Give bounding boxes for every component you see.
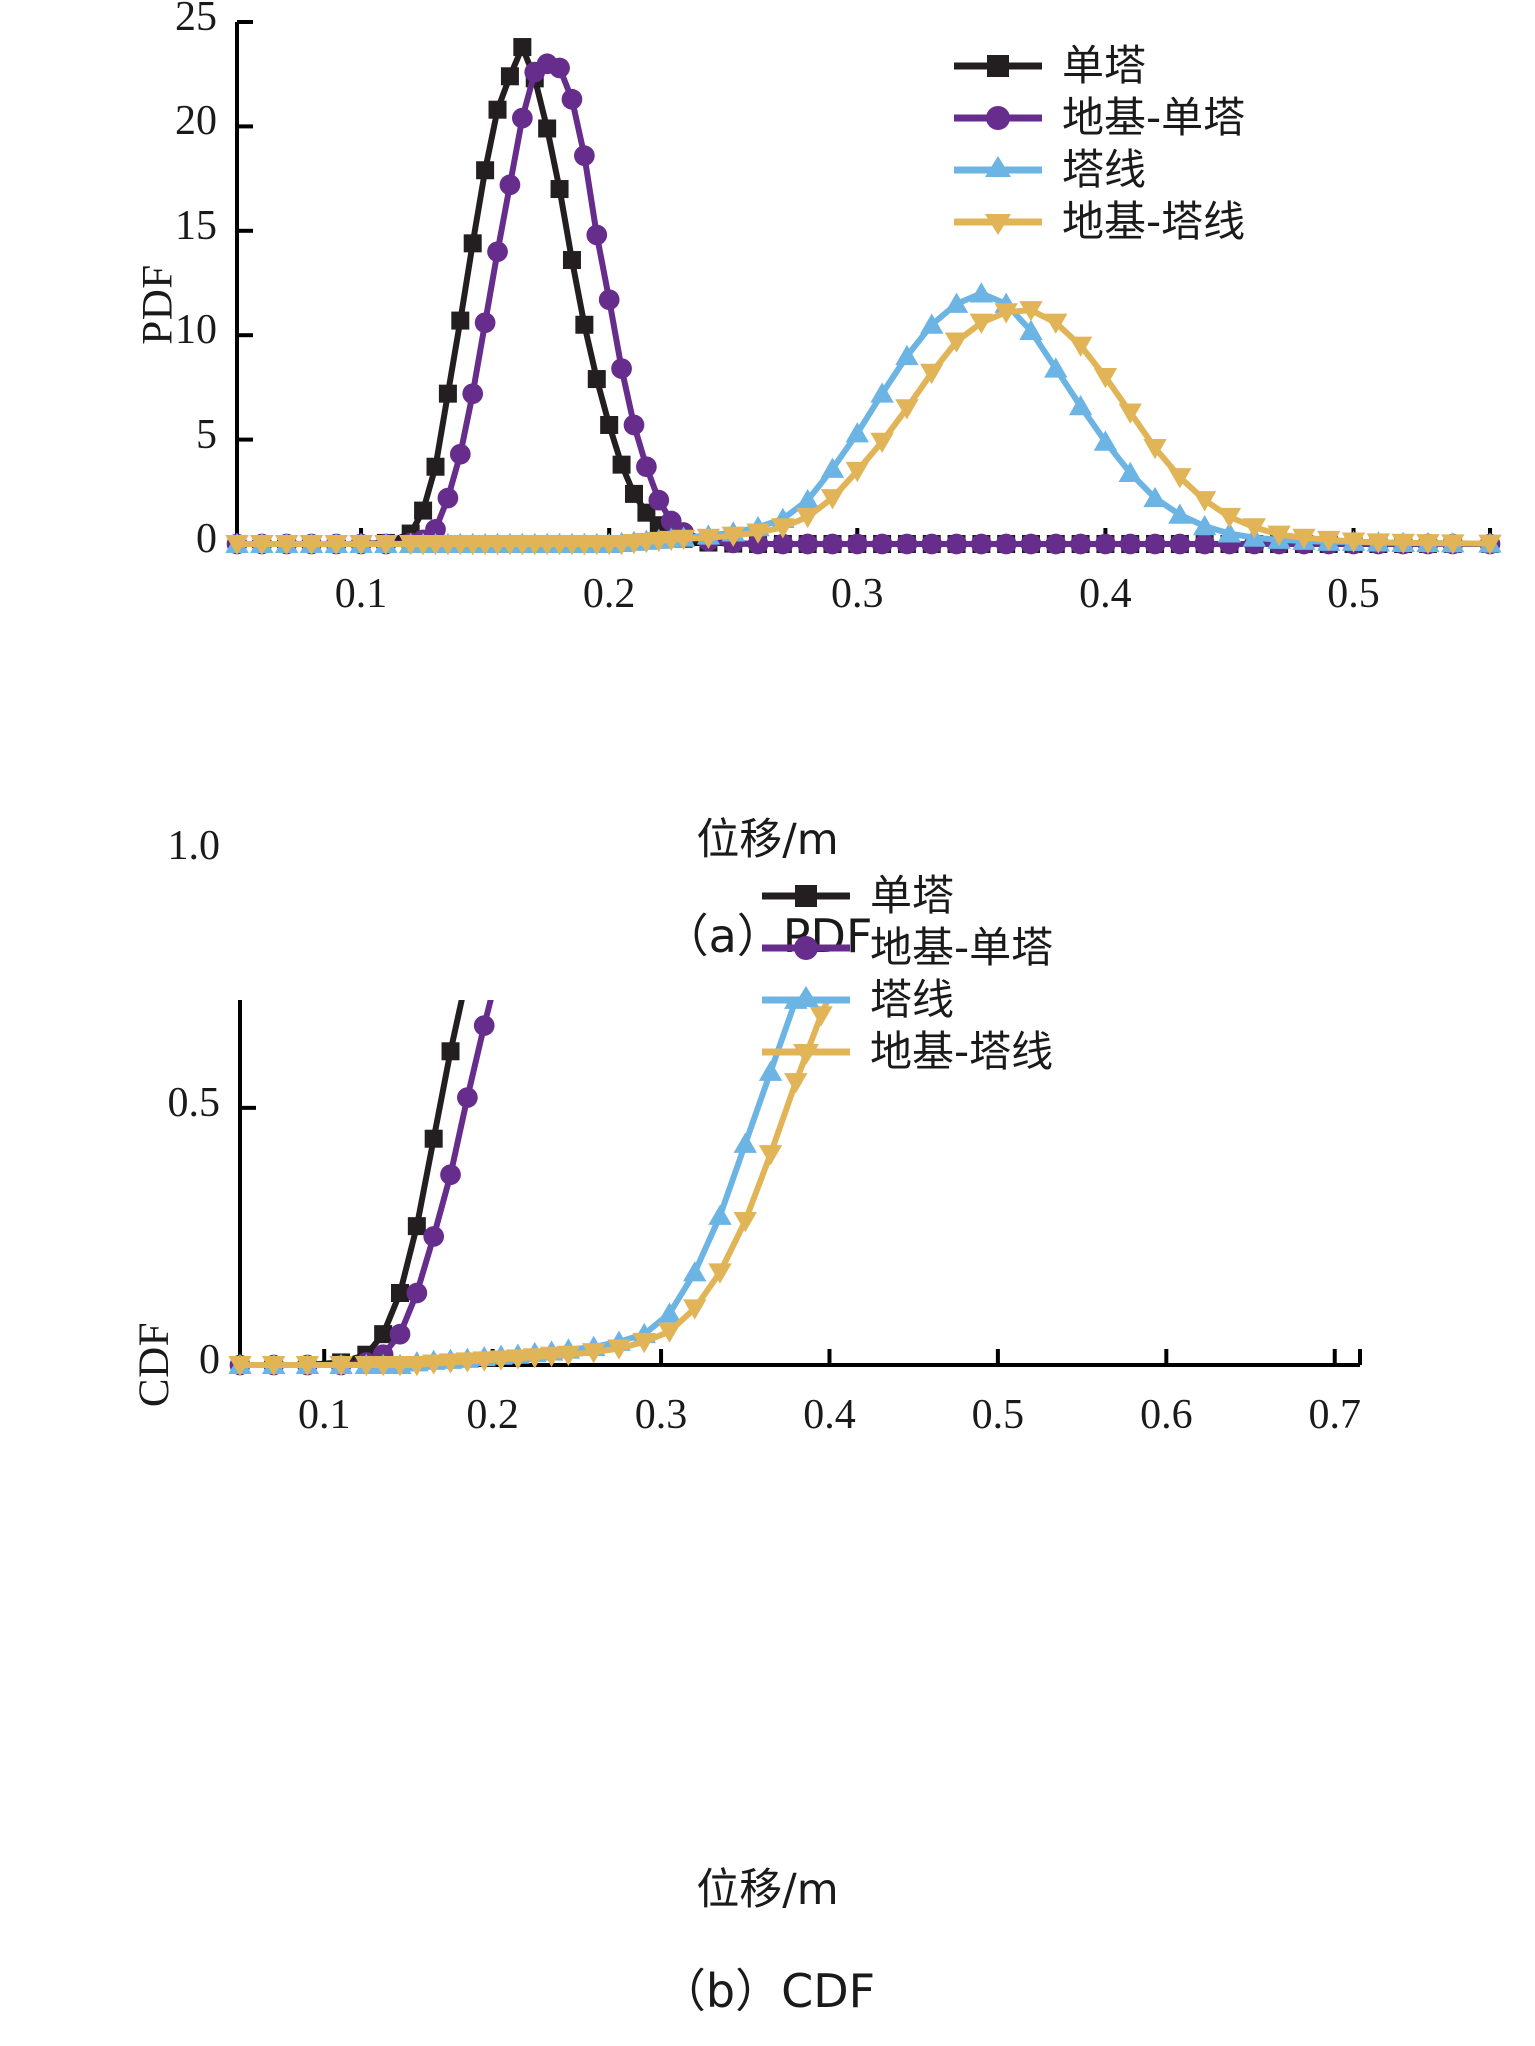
y-tick-label: 0	[196, 516, 217, 562]
legend-label-2: 塔线	[1062, 145, 1147, 194]
legend-label-0: 单塔	[870, 871, 955, 920]
cdf-legend: 单塔 地基-单塔 塔线	[760, 870, 1053, 1078]
pdf-x-axis-title: 位移/m	[696, 815, 839, 865]
legend-item-3[interactable]: 地基-塔线	[760, 1026, 1053, 1078]
pdf-legend: 单塔 地基-单塔 塔线	[952, 40, 1245, 248]
legend-label-1: 地基-单塔	[870, 923, 1054, 972]
x-tick-label: 0.4	[803, 1392, 856, 1438]
x-tick-label: 0.3	[831, 571, 884, 617]
y-tick-label: 0.5	[167, 1079, 221, 1126]
y-tick-label: 0	[199, 1337, 220, 1383]
y-tick-label: 10	[175, 307, 217, 354]
x-tick-label: 0.1	[297, 1392, 351, 1438]
pdf-caption: （a）PDF	[662, 909, 873, 963]
legend-marker-triangle-down-icon	[952, 203, 1044, 241]
legend-item-1[interactable]: 地基-单塔	[760, 922, 1053, 974]
y-tick-label: 15	[175, 202, 217, 249]
y-tick-label: 1.0	[167, 822, 221, 869]
cdf-plot	[228, 1000, 1362, 1377]
legend-marker-triangle-down-icon	[760, 1033, 852, 1071]
legend-marker-circle-icon	[760, 929, 852, 967]
y-tick-label: 20	[175, 98, 217, 145]
x-tick-label: 0.5	[971, 1392, 1025, 1438]
cdf-caption: （b）CDF	[659, 1964, 876, 2018]
legend-label-3: 地基-塔线	[1062, 197, 1246, 246]
legend-marker-triangle-up-icon	[952, 151, 1044, 189]
panel-pdf: PDF 位移/m （a）PDF 单塔	[0, 0, 1535, 1000]
legend-item-1[interactable]: 地基-单塔	[952, 92, 1245, 144]
cdf-x-axis-title: 位移/m	[696, 1865, 839, 1915]
x-tick-label: 0.6	[1140, 1392, 1193, 1438]
legend-item-2[interactable]: 塔线	[760, 974, 1053, 1026]
legend-item-2[interactable]: 塔线	[952, 144, 1245, 196]
legend-label-2: 塔线	[870, 975, 955, 1024]
y-tick-label: 25	[175, 0, 217, 40]
legend-label-0: 单塔	[1062, 41, 1147, 90]
x-tick-label: 0.1	[334, 571, 388, 617]
x-tick-label: 0.4	[1079, 571, 1132, 617]
legend-marker-circle-icon	[952, 99, 1044, 137]
legend-item-0[interactable]: 单塔	[952, 40, 1245, 92]
legend-item-3[interactable]: 地基-塔线	[952, 196, 1245, 248]
x-tick-label: 0.5	[1327, 571, 1380, 617]
legend-marker-square-icon	[952, 47, 1044, 85]
x-tick-label: 0.7	[1308, 1392, 1361, 1438]
x-tick-label: 0.2	[582, 571, 636, 617]
x-tick-label: 0.3	[634, 1392, 688, 1438]
legend-item-0[interactable]: 单塔	[760, 870, 1053, 922]
x-tick-label: 0.2	[466, 1392, 519, 1438]
legend-label-3: 地基-塔线	[870, 1027, 1054, 1076]
legend-label-1: 地基-单塔	[1062, 93, 1246, 142]
panel-cdf: CDF 位移/m （b）CDF 单塔	[0, 823, 1535, 2046]
y-tick-label: 5	[196, 411, 217, 458]
pdf-plot	[225, 20, 1502, 556]
legend-marker-triangle-up-icon	[760, 981, 852, 1019]
legend-marker-square-icon	[760, 877, 852, 915]
